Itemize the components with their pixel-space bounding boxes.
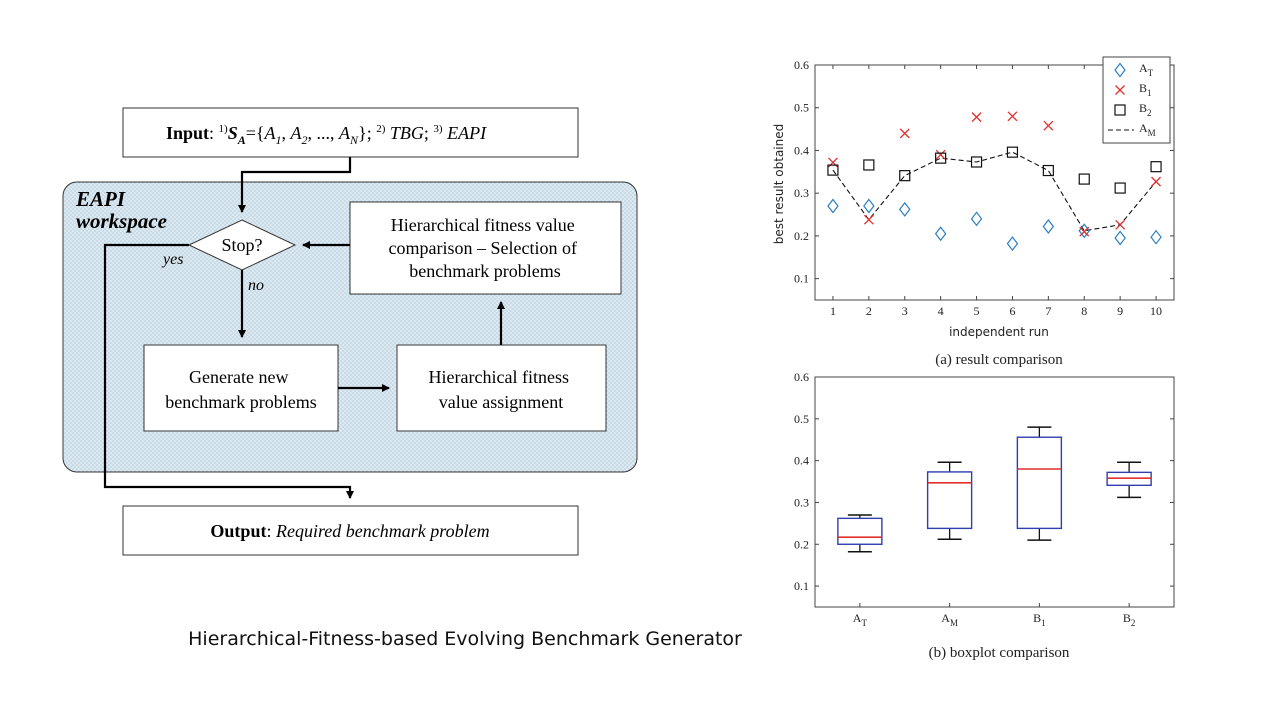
point-B1 (1007, 111, 1018, 122)
box-B1 (1016, 436, 1063, 530)
point-B1 (935, 149, 946, 160)
point-AT (1150, 229, 1162, 245)
a-xtick-label: 5 (974, 304, 980, 318)
point-B2 (863, 159, 875, 171)
point-B1 (1115, 219, 1126, 230)
point-B1 (1079, 226, 1090, 237)
a-xtick-label: 6 (1009, 304, 1015, 318)
point-B1 (1151, 176, 1162, 187)
a-xtick-label: 7 (1045, 304, 1051, 318)
box-AT (837, 517, 883, 545)
point-AT (1042, 219, 1055, 234)
point-AT (970, 211, 983, 227)
b-ytick-label: 0.1 (794, 579, 809, 593)
input-box (122, 107, 579, 158)
input-to-stop-arrow (238, 157, 352, 213)
legend-label-B2: B2 (1139, 101, 1152, 118)
output-text: Output: Required benchmark problem (210, 521, 489, 541)
a-ytick-label: 0.6 (794, 58, 809, 72)
legend-marker-B1 (1115, 85, 1125, 95)
yes-label: yes (161, 251, 183, 268)
point-B1 (1043, 120, 1054, 131)
legend-label-AM: AM (1139, 121, 1156, 138)
b-plot-frame (814, 376, 1175, 608)
point-B2 (1078, 173, 1090, 185)
point-AT (1114, 230, 1126, 246)
a-ytick-label: 0.1 (794, 272, 809, 286)
a-xtick-label: 4 (938, 304, 944, 318)
generate-text: Generate new benchmark problems (165, 367, 316, 412)
b-ytick-label: 0.5 (794, 412, 809, 426)
a-xtick-label: 2 (866, 304, 872, 318)
figure-caption: Hierarchical-Fitness-based Evolving Benc… (188, 628, 742, 650)
point-B2 (935, 152, 947, 164)
b-xtick-label-B1: B1 (1033, 611, 1046, 628)
flowchart: EAPI workspace Input: 1)SA={A1, A2, ...,… (62, 107, 638, 556)
a-xtick-label: 9 (1117, 304, 1123, 318)
workspace-title: EAPI (75, 187, 126, 211)
stop-label: Stop? (221, 235, 262, 255)
selection-text: Hierarchical fitness value comparison – … (389, 215, 582, 281)
point-B2 (1150, 161, 1162, 173)
no-label: no (248, 277, 264, 294)
point-B2 (899, 170, 911, 182)
a-xtick-label: 3 (902, 304, 908, 318)
a-xtick-label: 1 (830, 304, 836, 318)
point-AT (898, 201, 911, 217)
b-xtick-label-B2: B2 (1123, 611, 1136, 628)
generate-box (143, 344, 339, 432)
point-AT (934, 226, 947, 242)
a-ytick-label: 0.3 (794, 186, 809, 200)
point-B1 (971, 112, 982, 123)
point-AT (1006, 236, 1019, 252)
point-AT (863, 198, 875, 214)
assignment-text: Hierarchical fitness value assignment (429, 367, 574, 412)
result-comparison-chart: 0.1 0.2 0.3 0.4 0.5 0.6 1 2 3 4 5 6 7 8 9 10 best resul… (772, 56, 1175, 368)
legend-marker-B2 (1114, 104, 1126, 116)
a-ytick-label: 0.2 (794, 229, 809, 243)
legend-label-AT: AT (1139, 61, 1154, 78)
legend-label-B1: B1 (1139, 81, 1152, 98)
a-legend-box (1102, 56, 1171, 144)
a-ytick-label: 0.5 (794, 101, 809, 115)
series-AM-line (832, 151, 1157, 232)
b-caption: (b) boxplot comparison (929, 645, 1070, 661)
a-caption: (a) result comparison (935, 352, 1063, 368)
point-B2 (970, 156, 983, 168)
point-B2 (1006, 146, 1019, 158)
b-ytick-label: 0.3 (794, 495, 809, 509)
workspace-subtitle: workspace (76, 209, 167, 233)
point-B2 (1114, 182, 1126, 194)
b-ytick-label: 0.4 (794, 454, 809, 468)
a-xtick-label: 10 (1150, 304, 1162, 318)
a-plot-frame (814, 64, 1175, 301)
a-ytick-label: 0.4 (794, 143, 809, 157)
box-AM (926, 471, 973, 530)
b-ytick-label: 0.6 (794, 370, 809, 384)
point-AT (827, 198, 839, 214)
assignment-box (396, 344, 607, 432)
a-xlabel: independent run (949, 325, 1049, 339)
point-B2 (1042, 164, 1054, 177)
a-ylabel: best result obtained (772, 124, 786, 245)
point-B1 (863, 214, 874, 225)
a-legend: AT B1 B2 AM (1102, 56, 1171, 144)
stop-to-output-arrow (103, 243, 354, 499)
b-xtick-label-AM: AM (941, 611, 958, 628)
b-ytick-label: 0.2 (794, 537, 809, 551)
input-text: Input: 1)SA={A1, A2, ..., AN}; 2) TBG; 3… (166, 116, 487, 147)
point-B1 (899, 128, 910, 139)
b-xtick-label-AT: AT (853, 611, 868, 628)
output-box (122, 505, 579, 556)
legend-marker-AT (1114, 62, 1126, 78)
point-B2 (827, 164, 839, 176)
boxplot-chart: 0.1 0.2 0.3 0.4 0.5 0.6 AT AM B1 B2 (b) boxplot c… (794, 370, 1175, 661)
selection-box (349, 201, 622, 295)
a-xtick-label: 8 (1081, 304, 1087, 318)
